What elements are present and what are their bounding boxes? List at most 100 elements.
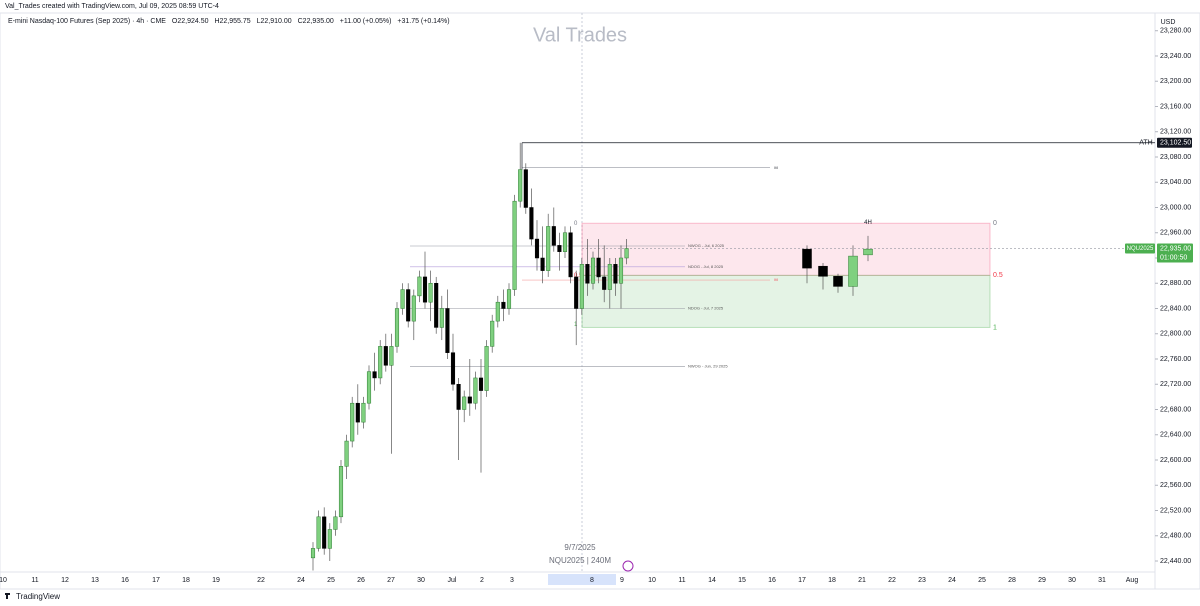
x-tick-label: 18: [828, 577, 836, 584]
countdown: 01:00:50: [1160, 254, 1187, 261]
ath-label: ATH: [1139, 140, 1152, 147]
y-tick-label: 22,840.00: [1160, 305, 1191, 312]
x-tick-label: 18: [182, 577, 190, 584]
candle-body: [568, 232, 573, 278]
x-tick-label: 22: [257, 577, 265, 584]
y-tick-label: 23,040.00: [1160, 179, 1191, 186]
y-tick-label: 22,760.00: [1160, 356, 1191, 363]
zone-level-label-left: 0: [574, 221, 578, 227]
footer-date: 9/7/2025: [564, 543, 596, 552]
gap-level-label: NWOG - Jul, 6 2025: [688, 243, 725, 248]
x-tick-label: 14: [708, 577, 716, 584]
x-tick-label: 11: [678, 577, 685, 584]
candle-body: [383, 346, 388, 366]
candle-body: [484, 346, 489, 391]
last-price-box: [1157, 243, 1193, 263]
y-tick-label: 22,680.00: [1160, 406, 1191, 413]
x-tick-label: 29: [1038, 577, 1046, 584]
last-price-label: 22,935.00: [1160, 245, 1191, 252]
y-tick-label: 22,600.00: [1160, 457, 1191, 464]
x-tick-label: 25: [327, 577, 335, 584]
premium-zone: [581, 222, 991, 276]
candle-body: [495, 301, 500, 322]
candle-body: [534, 238, 540, 259]
candle-body: [562, 232, 568, 252]
x-tick-label: 10: [0, 577, 7, 584]
symbol-box: [1125, 243, 1155, 254]
zone-level-label: 0: [993, 220, 997, 227]
candle-body: [327, 529, 332, 549]
x-tick-label: Jul: [448, 577, 457, 584]
candle-body: [344, 440, 349, 467]
candle-body: [417, 276, 422, 297]
y-tick-label: 23,200.00: [1160, 78, 1191, 85]
candle-body: [355, 402, 360, 423]
candle-body: [551, 226, 556, 246]
currency: USD: [1161, 19, 1176, 26]
ath-price-label: 23,102.50: [1160, 140, 1191, 147]
x-tick-label: 10: [648, 577, 656, 584]
candle-body: [624, 248, 629, 259]
x-tick-label: 23: [918, 577, 926, 584]
candle-body: [439, 308, 444, 328]
candle-body: [361, 402, 366, 423]
y-tick-label: 23,120.00: [1160, 129, 1191, 136]
alert-icon[interactable]: [622, 560, 634, 572]
y-tick-label: 22,480.00: [1160, 533, 1191, 540]
candle-body: [445, 308, 450, 353]
x-tick-label: 26: [357, 577, 365, 584]
x-tick-label: 17: [798, 577, 806, 584]
candle-body: [462, 396, 467, 410]
ohlc-high: H22,955.75: [214, 18, 251, 25]
candle-body: [590, 257, 596, 284]
y-tick-label: 22,520.00: [1160, 507, 1191, 514]
x-tick-label: 16: [121, 577, 129, 584]
candle-body: [574, 276, 579, 309]
y-tick-label: 22,720.00: [1160, 381, 1191, 388]
candle-body: [310, 548, 316, 559]
y-tick-label: 22,960.00: [1160, 230, 1191, 237]
candle-body: [411, 295, 416, 322]
candle-body: [400, 289, 405, 309]
x-tick-label: 24: [297, 577, 305, 584]
candle-body: [372, 371, 377, 379]
candle-body: [602, 276, 607, 290]
candle-body: [333, 516, 338, 530]
x-tick-label: 9: [620, 577, 624, 584]
candle-body: [818, 265, 828, 277]
ath-price-box: [1157, 137, 1192, 148]
candle-body: [434, 282, 439, 328]
x-tick-label: 11: [31, 577, 38, 584]
candle-body: [529, 207, 534, 240]
y-tick-label: 23,240.00: [1160, 53, 1191, 60]
zone-level-label: 1: [993, 324, 997, 331]
candle-body: [540, 257, 545, 271]
symbol: E-mini Nasdaq-100 Futures (Sep 2025) · 4…: [8, 18, 166, 25]
candle-body: [557, 245, 562, 252]
candle-body: [579, 264, 584, 309]
marker-label: M: [774, 165, 777, 170]
candle-body: [428, 282, 433, 303]
candle-body: [378, 346, 383, 379]
symbol-label: NQU2025: [1127, 246, 1154, 252]
candle-body: [456, 384, 461, 410]
x-tick-label: 25: [978, 577, 986, 584]
x-tick-label: 2: [480, 577, 484, 584]
x-tick-label: 17: [152, 577, 160, 584]
candle-body: [523, 169, 528, 208]
gap-level-label: NWOG - Jun, 29 2025: [688, 364, 728, 369]
watermark: Val Trades: [533, 24, 627, 46]
gap-level-label: NDOG - Jul, 7 2025: [688, 306, 724, 311]
candle-body: [518, 169, 523, 202]
ohlc-change-2: +31.75 (+0.14%): [397, 18, 450, 25]
candle-body: [802, 248, 812, 269]
x-tick-label: 3: [510, 577, 514, 584]
gap-level-label: NDOG - Jul, 8 2025: [688, 264, 724, 269]
x-tick-label: 30: [1068, 577, 1076, 584]
x-tick-label: 22: [888, 577, 896, 584]
y-tick-label: 23,280.00: [1160, 28, 1191, 35]
candle-body: [863, 248, 873, 256]
candle-body: [473, 377, 478, 404]
y-tick-label: 22,560.00: [1160, 482, 1191, 489]
brand-logo: [5, 593, 10, 599]
